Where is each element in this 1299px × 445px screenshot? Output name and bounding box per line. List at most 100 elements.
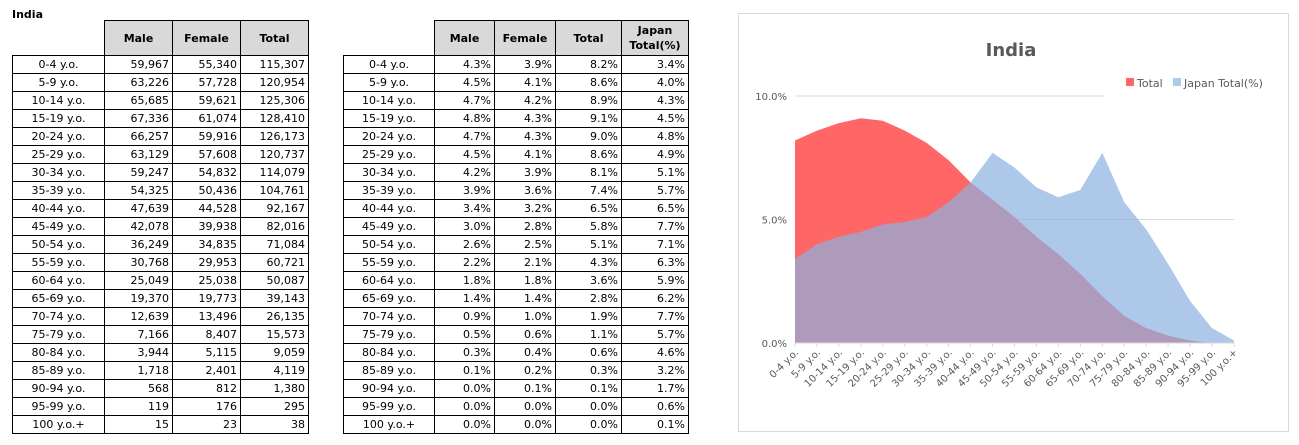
value-cell[interactable]: 126,173 bbox=[240, 127, 309, 146]
value-cell[interactable]: 57,608 bbox=[172, 145, 241, 164]
age-group-cell[interactable]: 55-59 y.o. bbox=[12, 253, 105, 272]
value-cell[interactable]: 39,938 bbox=[172, 217, 241, 236]
value-cell[interactable]: 3.6% bbox=[494, 181, 556, 200]
value-cell[interactable]: 295 bbox=[240, 397, 309, 416]
value-cell[interactable]: 2.6% bbox=[434, 235, 495, 254]
value-cell[interactable]: 4.0% bbox=[621, 73, 689, 92]
value-cell[interactable]: 8.6% bbox=[555, 73, 622, 92]
value-cell[interactable]: 71,084 bbox=[240, 235, 309, 254]
value-cell[interactable]: 3,944 bbox=[104, 343, 173, 362]
age-group-cell[interactable]: 90-94 y.o. bbox=[343, 379, 435, 398]
value-cell[interactable]: 9.1% bbox=[555, 109, 622, 128]
value-cell[interactable]: 23 bbox=[172, 415, 241, 434]
value-cell[interactable]: 568 bbox=[104, 379, 173, 398]
value-cell[interactable]: 0.9% bbox=[434, 307, 495, 326]
value-cell[interactable]: 0.0% bbox=[434, 415, 495, 434]
value-cell[interactable]: 4.5% bbox=[434, 145, 495, 164]
value-cell[interactable]: 0.1% bbox=[494, 379, 556, 398]
value-cell[interactable]: 39,143 bbox=[240, 289, 309, 308]
value-cell[interactable]: 59,621 bbox=[172, 91, 241, 110]
age-group-cell[interactable]: 100 y.o.+ bbox=[12, 415, 105, 434]
value-cell[interactable]: 4.7% bbox=[434, 91, 495, 110]
value-cell[interactable]: 6.5% bbox=[555, 199, 622, 218]
value-cell[interactable]: 1.9% bbox=[555, 307, 622, 326]
value-cell[interactable]: 8,407 bbox=[172, 325, 241, 344]
value-cell[interactable]: 3.4% bbox=[434, 199, 495, 218]
value-cell[interactable]: 104,761 bbox=[240, 181, 309, 200]
value-cell[interactable]: 63,129 bbox=[104, 145, 173, 164]
age-group-cell[interactable]: 60-64 y.o. bbox=[343, 271, 435, 290]
value-cell[interactable]: 8.1% bbox=[555, 163, 622, 182]
value-cell[interactable]: 0.0% bbox=[555, 397, 622, 416]
value-cell[interactable]: 0.4% bbox=[494, 343, 556, 362]
value-cell[interactable]: 82,016 bbox=[240, 217, 309, 236]
value-cell[interactable]: 0.1% bbox=[555, 379, 622, 398]
age-group-cell[interactable]: 0-4 y.o. bbox=[343, 55, 435, 74]
value-cell[interactable]: 0.6% bbox=[555, 343, 622, 362]
value-cell[interactable]: 2.8% bbox=[494, 217, 556, 236]
value-cell[interactable]: 0.1% bbox=[621, 415, 689, 434]
value-cell[interactable]: 128,410 bbox=[240, 109, 309, 128]
value-cell[interactable]: 36,249 bbox=[104, 235, 173, 254]
value-cell[interactable]: 19,370 bbox=[104, 289, 173, 308]
value-cell[interactable]: 3.6% bbox=[555, 271, 622, 290]
age-group-cell[interactable]: 20-24 y.o. bbox=[12, 127, 105, 146]
value-cell[interactable]: 4.1% bbox=[494, 73, 556, 92]
value-cell[interactable]: 3.2% bbox=[494, 199, 556, 218]
value-cell[interactable]: 4.3% bbox=[494, 109, 556, 128]
value-cell[interactable]: 4,119 bbox=[240, 361, 309, 380]
age-group-cell[interactable]: 30-34 y.o. bbox=[12, 163, 105, 182]
value-cell[interactable]: 66,257 bbox=[104, 127, 173, 146]
age-group-cell[interactable]: 25-29 y.o. bbox=[343, 145, 435, 164]
value-cell[interactable]: 4.9% bbox=[621, 145, 689, 164]
age-group-cell[interactable]: 75-79 y.o. bbox=[343, 325, 435, 344]
age-group-cell[interactable]: 0-4 y.o. bbox=[12, 55, 105, 74]
age-group-cell[interactable]: 100 y.o.+ bbox=[343, 415, 435, 434]
value-cell[interactable]: 6.2% bbox=[621, 289, 689, 308]
value-cell[interactable]: 114,079 bbox=[240, 163, 309, 182]
value-cell[interactable]: 63,226 bbox=[104, 73, 173, 92]
age-group-cell[interactable]: 40-44 y.o. bbox=[343, 199, 435, 218]
value-cell[interactable]: 4.8% bbox=[621, 127, 689, 146]
age-group-cell[interactable]: 15-19 y.o. bbox=[12, 109, 105, 128]
value-cell[interactable]: 47,639 bbox=[104, 199, 173, 218]
value-cell[interactable]: 55,340 bbox=[172, 55, 241, 74]
value-cell[interactable]: 2,401 bbox=[172, 361, 241, 380]
value-cell[interactable]: 92,167 bbox=[240, 199, 309, 218]
value-cell[interactable]: 4.5% bbox=[434, 73, 495, 92]
value-cell[interactable]: 6.3% bbox=[621, 253, 689, 272]
value-cell[interactable]: 5.8% bbox=[555, 217, 622, 236]
value-cell[interactable]: 54,832 bbox=[172, 163, 241, 182]
value-cell[interactable]: 4.2% bbox=[434, 163, 495, 182]
value-cell[interactable]: 0.5% bbox=[434, 325, 495, 344]
age-group-cell[interactable]: 65-69 y.o. bbox=[12, 289, 105, 308]
value-cell[interactable]: 4.1% bbox=[494, 145, 556, 164]
value-cell[interactable]: 1,380 bbox=[240, 379, 309, 398]
value-cell[interactable]: 3.9% bbox=[494, 55, 556, 74]
value-cell[interactable]: 0.0% bbox=[434, 397, 495, 416]
age-group-cell[interactable]: 45-49 y.o. bbox=[343, 217, 435, 236]
value-cell[interactable]: 50,436 bbox=[172, 181, 241, 200]
age-group-cell[interactable]: 80-84 y.o. bbox=[343, 343, 435, 362]
value-cell[interactable]: 67,336 bbox=[104, 109, 173, 128]
value-cell[interactable]: 1.8% bbox=[434, 271, 495, 290]
value-cell[interactable]: 120,737 bbox=[240, 145, 309, 164]
age-group-cell[interactable]: 30-34 y.o. bbox=[343, 163, 435, 182]
value-cell[interactable]: 54,325 bbox=[104, 181, 173, 200]
value-cell[interactable]: 1.4% bbox=[494, 289, 556, 308]
value-cell[interactable]: 4.3% bbox=[434, 55, 495, 74]
value-cell[interactable]: 2.5% bbox=[494, 235, 556, 254]
value-cell[interactable]: 7.7% bbox=[621, 307, 689, 326]
value-cell[interactable]: 59,247 bbox=[104, 163, 173, 182]
age-group-cell[interactable]: 70-74 y.o. bbox=[343, 307, 435, 326]
value-cell[interactable]: 2.2% bbox=[434, 253, 495, 272]
value-cell[interactable]: 5.1% bbox=[621, 163, 689, 182]
value-cell[interactable]: 2.8% bbox=[555, 289, 622, 308]
value-cell[interactable]: 5.1% bbox=[555, 235, 622, 254]
value-cell[interactable]: 7.4% bbox=[555, 181, 622, 200]
value-cell[interactable]: 44,528 bbox=[172, 199, 241, 218]
value-cell[interactable]: 9,059 bbox=[240, 343, 309, 362]
age-group-cell[interactable]: 85-89 y.o. bbox=[12, 361, 105, 380]
value-cell[interactable]: 7.7% bbox=[621, 217, 689, 236]
value-cell[interactable]: 19,773 bbox=[172, 289, 241, 308]
